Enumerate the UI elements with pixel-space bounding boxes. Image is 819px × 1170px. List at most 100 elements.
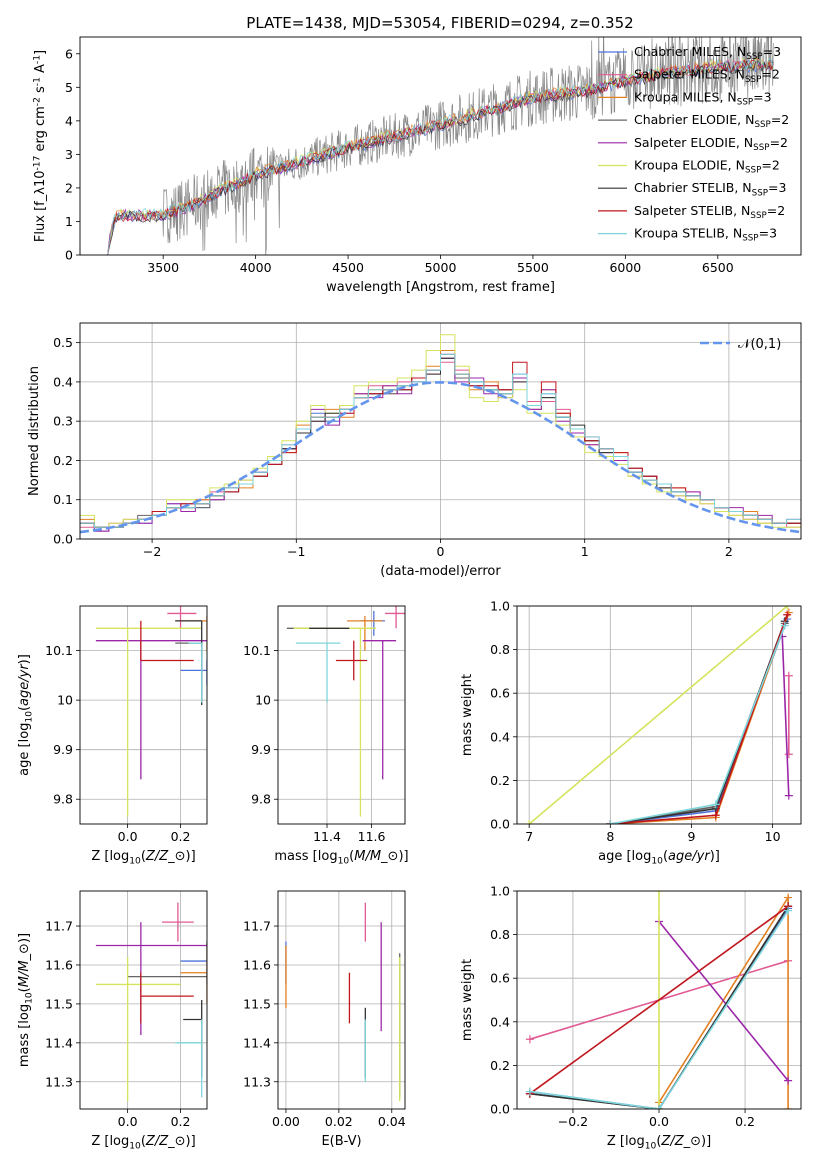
weight-marker xyxy=(784,791,793,800)
x-tick-label: 0 xyxy=(437,544,445,559)
x-tick-label: 11.4 xyxy=(313,829,341,844)
y-tick-label: 9.9 xyxy=(53,742,73,757)
label-fragment: )] xyxy=(701,1134,711,1149)
errorbar-point xyxy=(95,640,207,780)
x-tick-label: 1 xyxy=(581,544,589,559)
y-tick-label: 0.8 xyxy=(490,642,510,657)
weight-marker xyxy=(783,610,792,619)
y-tick-label: 0.4 xyxy=(53,374,73,389)
x-tick-label: 7 xyxy=(525,829,533,844)
label-fragment: ] xyxy=(33,50,48,55)
label-fragment: 10 xyxy=(24,992,34,1004)
x-tick-label: 0.0 xyxy=(118,829,138,844)
label-fragment: Z [log xyxy=(91,1134,129,1149)
errorbar-point xyxy=(335,640,368,681)
figure-title: PLATE=1438, MJD=53054, FIBERID=0294, z=0… xyxy=(246,14,633,32)
label-fragment: SSP xyxy=(753,143,769,153)
legend-label: Kroupa ELODIE, NSSP​=2 xyxy=(634,158,780,176)
label-fragment: =2 xyxy=(771,112,789,127)
errorbar-point xyxy=(95,922,207,1036)
x-tick-label: 6000 xyxy=(609,260,641,275)
x-tick-label: −2 xyxy=(143,544,161,559)
label-fragment: 𝒩(0,1) xyxy=(738,337,781,352)
y-tick-label: 1.0 xyxy=(490,884,510,899)
label-fragment: M/M_⊙ xyxy=(354,849,398,864)
label-fragment: =3 xyxy=(759,226,777,241)
weight-line xyxy=(529,910,789,1109)
y-axis-label: mass weight xyxy=(460,674,475,756)
errorbar-point xyxy=(162,902,194,942)
label-fragment: =2 xyxy=(767,203,785,218)
label-fragment: )] xyxy=(186,1134,196,1149)
y-tick-label: 11.5 xyxy=(243,996,271,1011)
legend-label: Kroupa STELIB, NSSP​=3 xyxy=(634,226,777,244)
label-fragment: 10 xyxy=(645,1141,657,1151)
errorbar-point xyxy=(167,606,197,629)
label-fragment: SSP xyxy=(737,98,753,108)
weight-marker xyxy=(784,608,793,617)
axes-frame xyxy=(79,322,802,540)
weight-marker xyxy=(606,820,615,824)
axes-age_vs_Z: 0.0 0.2 9.8 9.9 10 10.1 Z [log10​(Z/Z_⊙)] age [… xyxy=(17,605,208,866)
x-tick-label: 4000 xyxy=(240,260,272,275)
y-tick-label: 11.7 xyxy=(45,919,73,934)
weight-marker xyxy=(525,1035,534,1044)
label-fragment: SSP xyxy=(745,75,761,85)
y-tick-label: 0.0 xyxy=(53,532,73,547)
label-fragment: )] xyxy=(398,849,408,864)
y-tick-label: 11.4 xyxy=(45,1035,73,1050)
legend-label: Kroupa MILES, NSSP​=3 xyxy=(634,89,772,107)
errorbar-point xyxy=(140,972,194,1024)
label-fragment: mass [log xyxy=(17,1004,32,1067)
label-fragment: mass weight xyxy=(460,959,475,1041)
label-fragment: SSP xyxy=(745,166,761,176)
legend-label: Chabrier MILES, NSSP​=3 xyxy=(634,44,781,62)
x-tick-label: 5500 xyxy=(517,260,549,275)
label-fragment: Chabrier MILES, N xyxy=(634,44,746,59)
errorbar-point xyxy=(180,941,207,985)
y-tick-label: 1 xyxy=(65,214,73,229)
legend-label: Salpeter ELODIE, NSSP​=2 xyxy=(634,135,788,153)
weight-line xyxy=(610,612,790,824)
plot-area xyxy=(286,606,405,817)
errorbar-point xyxy=(295,642,341,703)
spectrum-legend: Chabrier MILES, NSSP​=3 Salpeter MILES, N… xyxy=(598,44,789,244)
label-fragment: ( xyxy=(141,1134,146,1149)
label-fragment: SSP xyxy=(752,188,768,198)
errorbar-point xyxy=(347,615,383,651)
label-fragment: )] xyxy=(710,849,720,864)
label-fragment: Salpeter ELODIE, N xyxy=(634,135,753,150)
label-fragment: A xyxy=(33,64,48,77)
label-fragment: =3 xyxy=(768,180,786,195)
weight-line xyxy=(610,621,786,824)
label-fragment: =2 xyxy=(761,158,779,173)
residuals-legend: 𝒩(0,1) xyxy=(700,337,781,352)
weight-marker xyxy=(784,906,793,915)
legend-label: Chabrier ELODIE, NSSP​=2 xyxy=(634,112,789,130)
label-fragment: ( xyxy=(17,706,32,711)
spectrum-model-line xyxy=(107,58,774,255)
weight-marker xyxy=(711,800,720,809)
spectrum-model-line xyxy=(107,59,774,255)
y-tick-label: 0 xyxy=(65,248,73,263)
y-tick-label: 9.8 xyxy=(251,792,271,807)
errorbar-point xyxy=(183,1000,203,1078)
label-fragment: Z [log xyxy=(91,849,129,864)
label-fragment: M/M_⊙ xyxy=(17,943,32,987)
label-fragment: Flux [f xyxy=(33,201,48,242)
axes-frame xyxy=(277,890,406,1110)
x-axis-label: age [log10​(age/yr)] xyxy=(598,849,720,866)
label-fragment: 10 xyxy=(651,856,663,866)
label-fragment: -1 xyxy=(32,77,42,86)
y-tick-label: 0.6 xyxy=(490,971,510,986)
y-tick-label: 0.3 xyxy=(53,414,73,429)
axes-frame xyxy=(277,605,406,825)
weight-line xyxy=(529,905,789,1109)
plot-area xyxy=(95,606,207,817)
label-fragment: E(B-V) xyxy=(321,1134,361,1149)
y-tick-label: 0.2 xyxy=(490,1058,510,1073)
x-tick-label: −0.2 xyxy=(558,1114,588,1129)
y-tick-label: 0.6 xyxy=(490,686,510,701)
y-tick-label: 0.2 xyxy=(53,453,73,468)
